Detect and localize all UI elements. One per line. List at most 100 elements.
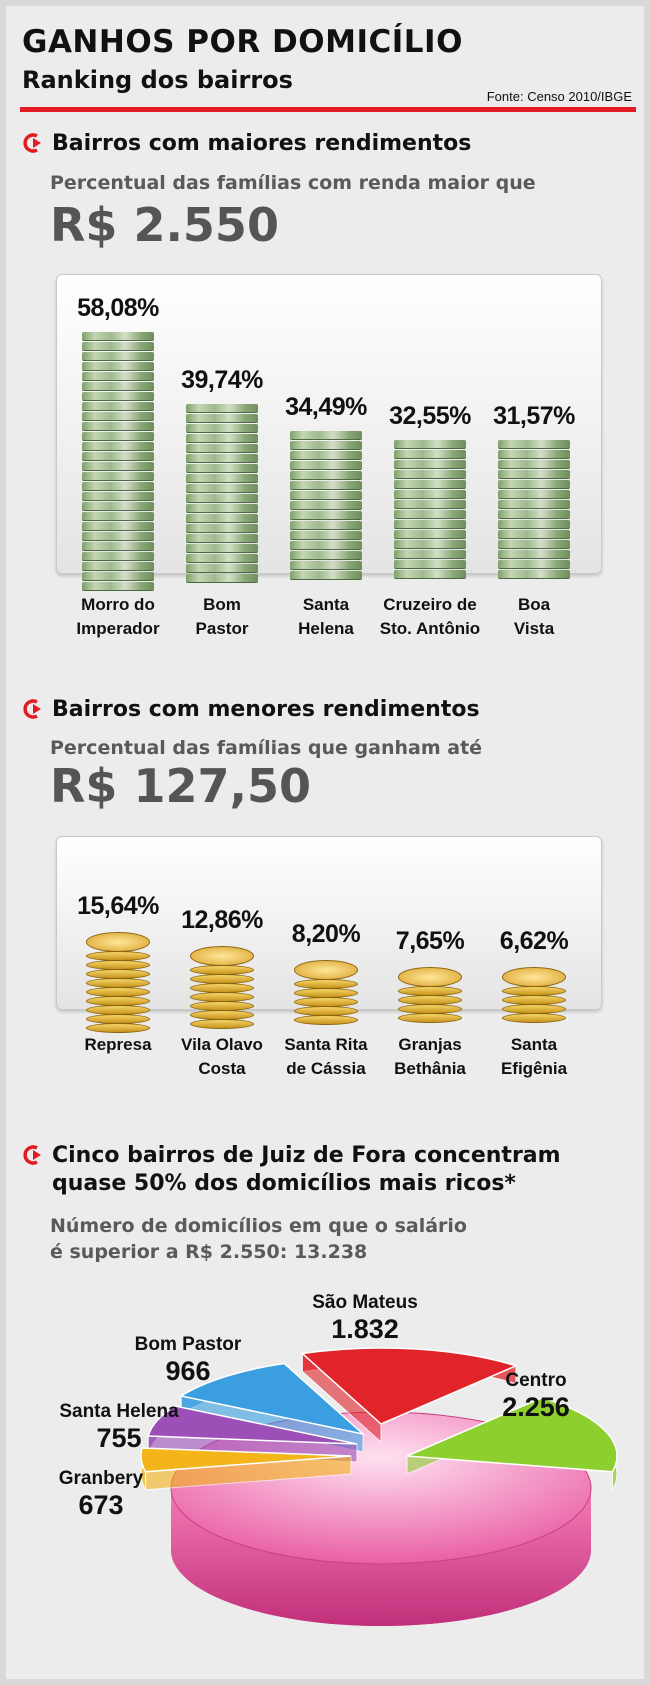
bill-bundle [82, 392, 154, 401]
coin-stack-icon [86, 932, 150, 1033]
bill-bundle [498, 530, 570, 539]
bar-value-label: 58,08% [77, 294, 159, 322]
bar-category-label: Granjas Bethânia [370, 1033, 490, 1081]
bill-bundle [186, 414, 258, 423]
pie-slice-name: Granbery [58, 1468, 144, 1489]
bill-bundle [82, 452, 154, 461]
coin [86, 1023, 150, 1033]
bill-bundle [498, 550, 570, 559]
bar-value-label: 12,86% [181, 906, 263, 934]
coin-stack-icon [502, 967, 566, 1023]
page-title: GANHOS POR DOMICÍLIO [22, 24, 463, 60]
pie-slice-label: Bom Pastor 966 [118, 1334, 258, 1386]
bill-bundle [290, 461, 362, 470]
pie-slice-value: 1.832 [331, 1314, 399, 1344]
money-stack-icon [186, 404, 258, 584]
bill-bundle [498, 560, 570, 569]
pie-slice-value: 755 [96, 1423, 142, 1453]
bill-bundle [186, 494, 258, 503]
category-line: Pastor [195, 619, 249, 638]
coin [398, 1013, 462, 1023]
money-stack-icon [394, 440, 466, 580]
money-stack-icon [82, 332, 154, 592]
category-line: Efigênia [500, 1059, 568, 1078]
category-line: Helena [298, 619, 354, 638]
red-circle-arrow-icon [23, 133, 41, 153]
category-line: Vila Olavo [181, 1035, 263, 1054]
bill-bundle [82, 482, 154, 491]
bill-bundle [290, 481, 362, 490]
bill-bundle [82, 372, 154, 381]
section3-heading: Cinco bairros de Juiz de Fora concentram… [22, 1142, 561, 1198]
category-line: de Cássia [286, 1059, 366, 1078]
bill-bundle [82, 582, 154, 591]
bill-bundle [290, 521, 362, 530]
bill-bundle [82, 552, 154, 561]
bill-bundle [394, 460, 466, 469]
bill-bundle [290, 451, 362, 460]
bill-bundle [498, 440, 570, 449]
bill-bundle [498, 520, 570, 529]
bill-bundle [186, 424, 258, 433]
bill-bundle [82, 402, 154, 411]
bill-bundle [82, 542, 154, 551]
bar-value-label: 7,65% [395, 927, 465, 955]
category-line: Vista [513, 619, 555, 638]
bill-bundle [82, 342, 154, 351]
bill-bundle [186, 484, 258, 493]
page-subtitle: Ranking dos bairros [22, 66, 293, 94]
bill-bundle [290, 471, 362, 480]
coin [190, 1019, 254, 1029]
section3-heading-line2: quase 50% dos domicílios mais ricos* [52, 1171, 516, 1196]
section3-subheading: Número de domicílios em que o salário é … [50, 1213, 467, 1265]
bar-value-label: 34,49% [285, 393, 367, 421]
bill-bundle [498, 570, 570, 579]
bar-value-label: 31,57% [493, 402, 575, 430]
bill-bundle [498, 500, 570, 509]
bill-bundle [82, 572, 154, 581]
bill-bundle [290, 491, 362, 500]
bill-bundle [186, 544, 258, 553]
section1-heading-text: Bairros com maiores rendimentos [52, 131, 472, 156]
bill-bundle [290, 531, 362, 540]
category-line: Morro do [81, 595, 155, 614]
money-stack-icon [290, 431, 362, 581]
bill-bundle [186, 524, 258, 533]
section2-subheading: Percentual das famílias que ganham até [50, 737, 483, 759]
bill-bundle [186, 434, 258, 443]
bill-bundle [82, 562, 154, 571]
pie-slice-label: São Mateus 1.832 [290, 1292, 440, 1344]
bill-bundle [82, 382, 154, 391]
bill-bundle [82, 362, 154, 371]
red-circle-arrow-icon [23, 699, 41, 719]
category-line: Santa [510, 1035, 558, 1054]
bill-bundle [186, 564, 258, 573]
bill-bundle [82, 492, 154, 501]
section3-heading-line1: Cinco bairros de Juiz de Fora concentram [52, 1143, 561, 1168]
pie-slice-label: Santa Helena 755 [44, 1401, 194, 1453]
bar-category-label: Bom Pastor [162, 593, 282, 641]
pie-slice-name: Santa Helena [59, 1401, 179, 1422]
bill-bundle [394, 450, 466, 459]
category-line: Granjas [398, 1035, 462, 1054]
pie-side-others-shade [171, 1488, 591, 1626]
bill-bundle [498, 510, 570, 519]
bill-bundle [82, 422, 154, 431]
bill-bundle [290, 501, 362, 510]
bar-category-label: Santa Efigênia [474, 1033, 594, 1081]
section2-threshold: R$ 127,50 [50, 759, 311, 813]
coin-stack-icon [190, 946, 254, 1029]
bill-bundle [186, 574, 258, 583]
category-line: Imperador [76, 619, 160, 638]
section1-heading: Bairros com maiores rendimentos [22, 130, 471, 158]
category-line: Costa [198, 1059, 246, 1078]
bill-bundle [82, 512, 154, 521]
section2-heading: Bairros com menores rendimentos [22, 696, 480, 724]
bill-bundle [82, 432, 154, 441]
bar-category-label: Represa [58, 1033, 178, 1057]
pie-slice-name: São Mateus [312, 1292, 418, 1313]
bill-bundle [290, 561, 362, 570]
bill-bundle [186, 554, 258, 563]
pie-slice-sao [300, 1347, 519, 1425]
bill-bundle [498, 490, 570, 499]
